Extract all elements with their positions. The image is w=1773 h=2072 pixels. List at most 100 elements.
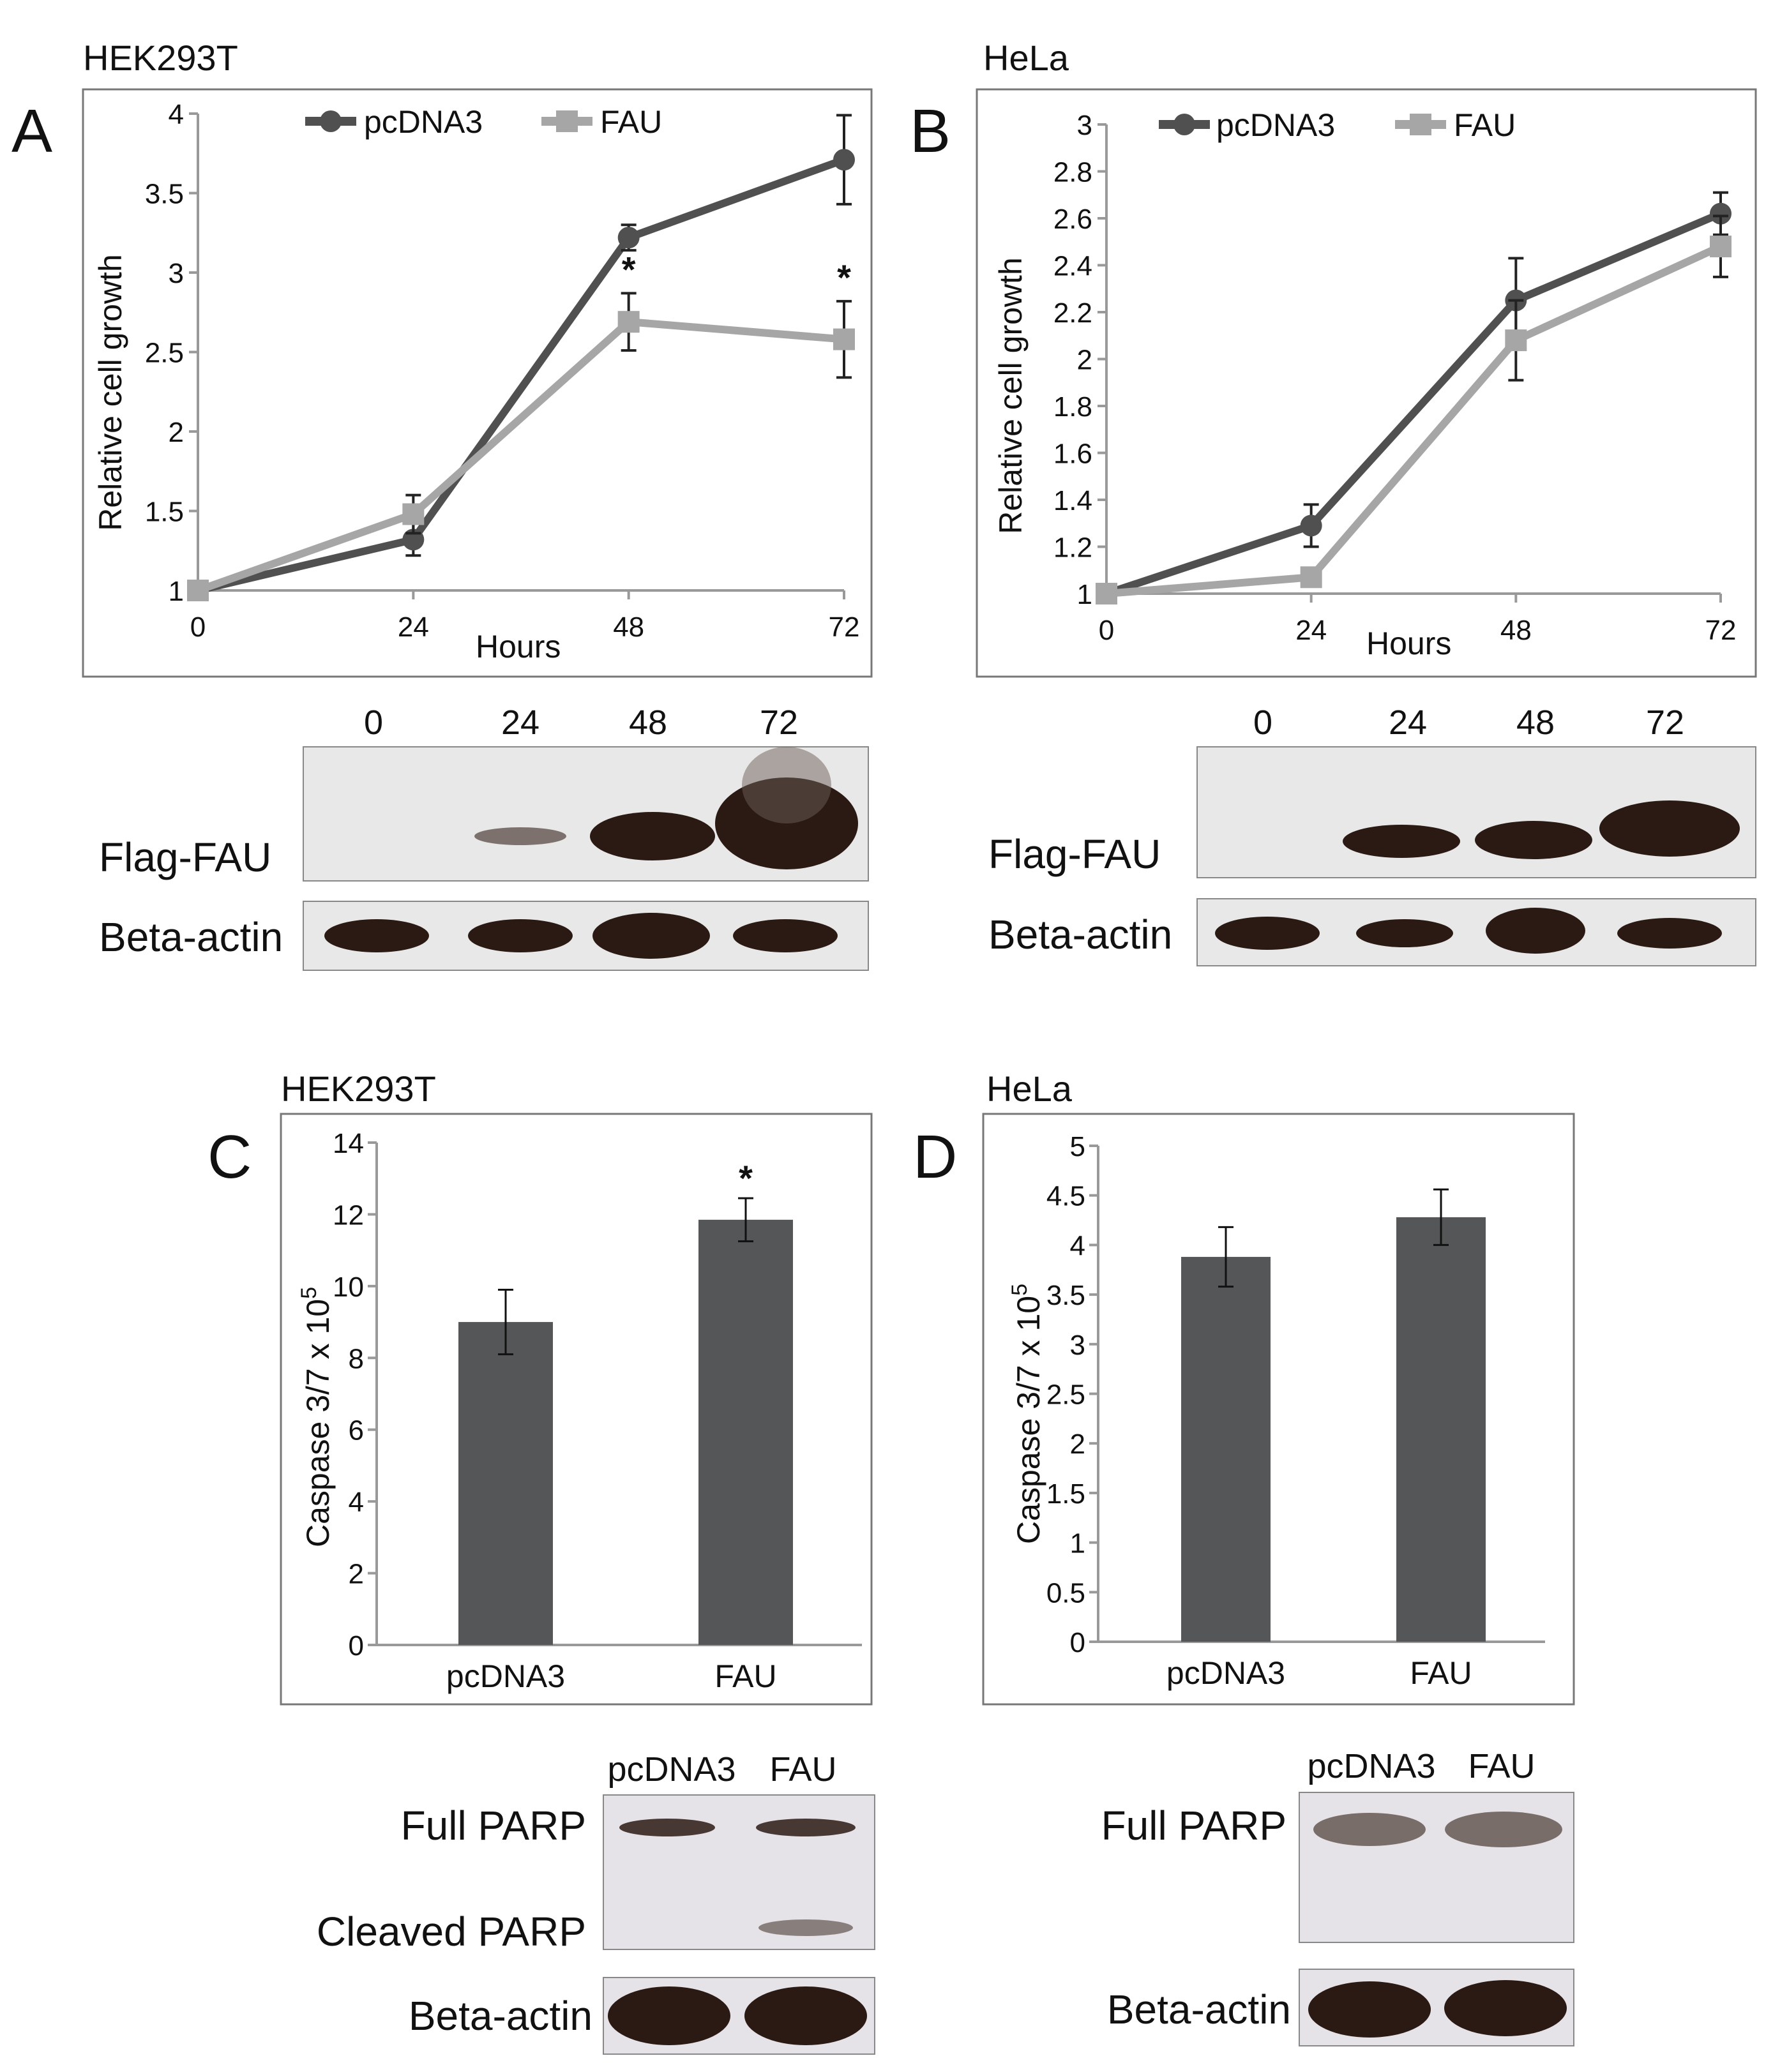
blot-c-actin-band: [608, 1986, 730, 2045]
blot-d-full-parp-band: [1313, 1813, 1426, 1846]
blot-b-lane-label: 24: [1389, 703, 1427, 742]
panel-c-cell-line: HEK293T: [281, 1069, 436, 1109]
y-tick-label: 2: [1077, 345, 1092, 376]
blot-b-actin-band: [1215, 917, 1320, 950]
y-tick-label: 2: [169, 417, 184, 448]
panel-d-chart: 0 0.5 1 1.5 2 2.5 3 3.5 4 4.5 5 pcDNA3 FAU: [1046, 1131, 1545, 1691]
panel-a-cell-line: HEK293T: [83, 38, 238, 78]
blot-d-full-parp-band: [1445, 1812, 1562, 1847]
panel-c-ylabel-text: Caspase 3/7 x 10: [300, 1299, 336, 1547]
panel-c: HEK293T C 0 2 4 6 8 10 12 14 pcDNA3 FAU * Caspase …: [207, 1069, 875, 2055]
y-tick-label: 2.5: [1046, 1379, 1085, 1411]
blot-d-actin-band: [1444, 1980, 1567, 2036]
blot-a-actin-band: [592, 913, 710, 959]
y-tick-label: 1.5: [145, 497, 184, 528]
significance-marker: *: [622, 249, 636, 289]
y-tick-label: 1: [1070, 1528, 1085, 1559]
blot-a-flag-fau-band: [474, 827, 566, 845]
blot-a-actin-band: [324, 919, 429, 952]
y-tick-label: 14: [333, 1128, 364, 1159]
significance-marker: *: [837, 257, 851, 297]
y-tick-label: 1.5: [1046, 1478, 1085, 1510]
x-tick-label: 24: [1295, 615, 1327, 646]
blot-c-row-label-cleaved-parp: Cleaved PARP: [317, 1909, 586, 1955]
data-point: [617, 227, 640, 249]
blot-d-row-label-beta-actin: Beta-actin: [1107, 1986, 1291, 2032]
y-tick-label: 3: [1070, 1330, 1085, 1361]
panel-a-xlabel: Hours: [476, 629, 561, 664]
panel-b-legend: pcDNA3 FAU: [1159, 107, 1516, 143]
blot-c-full-parp-band: [756, 1819, 856, 1836]
panel-a-chart: 1 1.5 2 2.5 3 3.5 4 0 24 48 72 * *: [145, 99, 860, 643]
panel-c-chart: 0 2 4 6 8 10 12 14 pcDNA3 FAU *: [333, 1128, 862, 1694]
legend-marker-fau: [1410, 114, 1431, 135]
y-tick-label: 4.5: [1046, 1181, 1085, 1212]
data-point: [1710, 202, 1732, 225]
blot-c-row-label-full-parp: Full PARP: [401, 1803, 586, 1849]
panel-d-cell-line: HeLa: [986, 1069, 1073, 1109]
bar-pcdna3: [1181, 1257, 1271, 1642]
blot-d-lane-label: pcDNA3: [1307, 1747, 1435, 1785]
blot-b-lane-label: 48: [1516, 703, 1555, 742]
legend-marker-pcdna3: [1173, 114, 1195, 135]
panel-b-frame: [976, 88, 1757, 678]
x-tick-label: 72: [1705, 615, 1737, 646]
data-point: [1096, 583, 1117, 604]
blot-a-row-label-beta-actin: Beta-actin: [99, 914, 283, 960]
significance-marker: *: [739, 1158, 753, 1198]
y-tick-label: 1.6: [1053, 439, 1092, 470]
blot-a-flag-fau-smear: [742, 747, 831, 823]
x-tick-label: 0: [1099, 615, 1114, 646]
panel-c-ylabel: Caspase 3/7 x 105: [297, 1287, 336, 1547]
blot-a-actin-band: [733, 919, 838, 952]
panel-d-ylabel-exponent: 5: [1007, 1284, 1032, 1296]
y-tick-label: 1.2: [1053, 532, 1092, 564]
series-line-fau: [196, 318, 845, 594]
blot-a-flag-fau-band: [590, 812, 715, 860]
panel-b-letter: B: [910, 97, 951, 165]
y-tick-label: 4: [349, 1487, 364, 1518]
data-point: [617, 311, 640, 333]
panel-d-ylabel: Caspase 3/7 x 105: [1007, 1284, 1046, 1544]
panel-c-ylabel-exponent: 5: [297, 1287, 321, 1299]
blot-c-row-label-beta-actin: Beta-actin: [409, 1993, 592, 2039]
blot-c-lane-label: FAU: [769, 1750, 836, 1789]
y-tick-label: 1.4: [1053, 485, 1092, 516]
blot-c-cleaved-parp-band: [758, 1919, 853, 1936]
x-tick-label: 72: [829, 612, 860, 643]
y-tick-label: 8: [349, 1343, 364, 1374]
panel-d: HeLa D 0 0.5 1 1.5 2 2.5 3 3.5 4 4.5 5 pcDNA3 FAU Ca…: [913, 1069, 1575, 2046]
blot-b-flag-fau-band: [1599, 800, 1740, 857]
blot-b-lane-label: 0: [1253, 703, 1272, 742]
blot-d-lane-label: FAU: [1468, 1747, 1535, 1785]
panel-b-ylabel: Relative cell growth: [993, 257, 1029, 534]
panel-b-xlabel: Hours: [1366, 626, 1451, 661]
y-tick-label: 2: [1070, 1429, 1085, 1460]
y-tick-label: 0.5: [1046, 1577, 1085, 1609]
y-tick-label: 3.5: [1046, 1280, 1085, 1311]
blot-c-actin-band: [744, 1986, 867, 2045]
y-tick-label: 1.8: [1053, 391, 1092, 423]
blot-b-row-label-flag-fau: Flag-FAU: [988, 831, 1161, 877]
panel-c-frame: [280, 1113, 873, 1706]
blot-b-lane-label: 72: [1646, 703, 1684, 742]
y-tick-label: 2: [349, 1559, 364, 1590]
series-line-pcdna3: [197, 156, 846, 594]
blot-b-actin-band: [1617, 918, 1722, 949]
y-tick-label: 2.2: [1053, 297, 1092, 329]
x-tick-label: 24: [398, 612, 429, 643]
legend-label-pcdna3: pcDNA3: [364, 104, 483, 140]
blot-c-full-parp-band: [619, 1819, 715, 1836]
panel-b: HeLa B 1 1.2 1.4 1.6 1.8 2 2.2 2.4 2.6 2.8 3 0 24 48 7…: [910, 38, 1757, 966]
y-tick-label: 6: [349, 1415, 364, 1446]
panel-c-letter: C: [207, 1123, 252, 1191]
data-point: [833, 149, 855, 171]
panel-a-legend: pcDNA3 FAU: [305, 104, 662, 140]
y-tick-label: 2.6: [1053, 204, 1092, 235]
blot-a-actin-band: [468, 919, 573, 952]
y-tick-label: 1: [1077, 579, 1092, 610]
blot-a-lane-label: 0: [364, 703, 383, 742]
series-line-pcdna3: [1105, 210, 1723, 597]
y-tick-label: 3: [1077, 110, 1092, 141]
panel-c-blot: pcDNA3 FAU Full PARP Cleaved PARP Beta-a…: [317, 1750, 875, 2055]
